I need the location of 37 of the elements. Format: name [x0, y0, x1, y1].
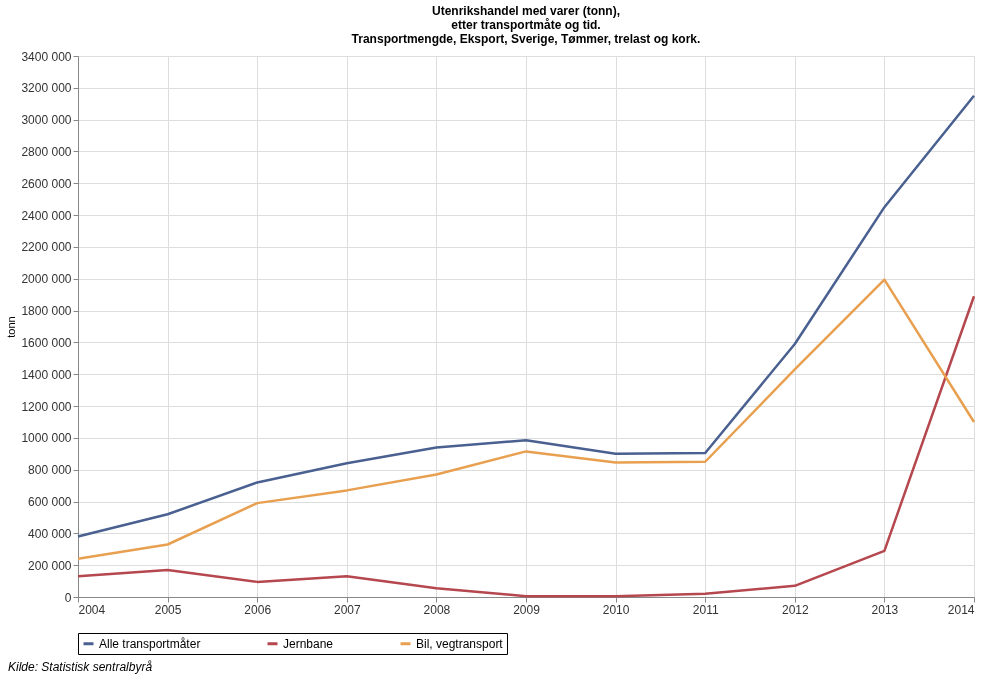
text: Kilde: Statistisk sentralbyrå — [8, 660, 154, 674]
legend-label: Alle transportmåter — [99, 636, 201, 651]
y-tick-label: 400 000 — [28, 526, 72, 541]
y-tick-label: 1800 000 — [21, 304, 72, 319]
y-tick-label: 2800 000 — [21, 144, 72, 159]
x-tick-label: 2006 — [244, 602, 272, 617]
x-tick-label: 2007 — [333, 602, 361, 617]
x-tick-label: 2004 — [78, 602, 106, 617]
x-tick-label: 2012 — [781, 602, 809, 617]
x-tick-label: 2014 — [947, 602, 975, 617]
y-tick-label: 2000 000 — [21, 272, 72, 287]
y-tick-label: 2400 000 — [21, 208, 72, 223]
y-tick-label: 200 000 — [28, 558, 72, 573]
y-tick-label: 2200 000 — [21, 240, 72, 255]
legend-label: Jernbane — [283, 636, 334, 651]
y-tick-label: 1200 000 — [21, 399, 72, 414]
line-series — [76, 94, 976, 538]
y-tick-label: 1000 000 — [21, 431, 72, 446]
chart-title: Utenrikshandel med varer (tonn), etter transportmåte og tid. Transportmengde, Eksport, Sverige, Tømmer, trelast og kork. — [351, 4, 701, 46]
line-series — [76, 278, 976, 561]
y-tick-label: 0 — [64, 590, 72, 605]
y-tick-label: 800 000 — [28, 463, 72, 478]
legend-label: Bil, vegtransport — [416, 636, 504, 651]
y-tick-label: 3000 000 — [21, 113, 72, 128]
y-tick-label: 1400 000 — [21, 367, 72, 382]
x-tick-label: 2011 — [692, 602, 719, 617]
y-tick-label: 600 000 — [28, 495, 72, 510]
x-tick-label: 2013 — [871, 602, 899, 617]
y-tick-label: 3200 000 — [21, 81, 72, 96]
x-tick-label: 2009 — [513, 602, 541, 617]
y-tick-label: 1600 000 — [21, 335, 72, 350]
x-tick-label: 2010 — [602, 602, 630, 617]
x-tick-label: 2008 — [423, 602, 451, 617]
x-tick-label: 2005 — [154, 602, 182, 617]
y-axis-title: tonn — [5, 316, 18, 338]
y-tick-label: 3400 000 — [21, 49, 72, 64]
y-tick-label: 2600 000 — [21, 176, 72, 191]
